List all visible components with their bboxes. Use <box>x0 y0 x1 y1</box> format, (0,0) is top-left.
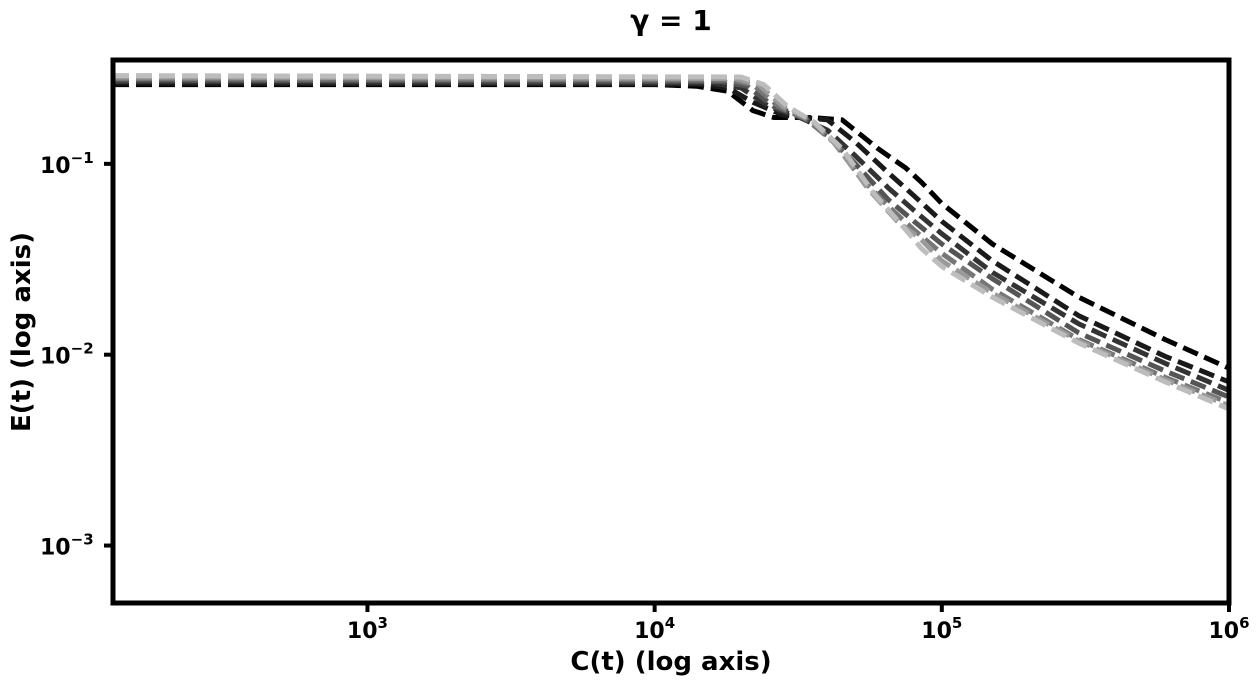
series-line-2 <box>113 80 1229 385</box>
series-layer <box>113 73 1229 412</box>
x-axis-label: C(t) (log axis) <box>570 647 771 677</box>
x-axis-ticks: 103 104 105 106 <box>347 603 1250 644</box>
y-tick-label: 10−2 <box>40 340 94 370</box>
series-line-7 <box>113 73 1229 412</box>
x-tick-label: 103 <box>347 614 388 644</box>
x-tick-label: 104 <box>634 614 675 644</box>
series-line-6 <box>113 74 1229 409</box>
y-axis-label: E(t) (log axis) <box>7 232 37 432</box>
series-line-5 <box>113 76 1229 406</box>
chart-title: γ = 1 <box>630 4 712 37</box>
x-tick-label: 106 <box>1208 614 1249 644</box>
y-axis-ticks: 10−1 10−2 10−3 <box>40 149 113 561</box>
plot-frame <box>110 57 1232 606</box>
series-line-4 <box>113 77 1229 400</box>
series-line-3 <box>113 79 1229 393</box>
x-tick-label: 105 <box>921 614 962 644</box>
y-tick-label: 10−3 <box>40 531 94 561</box>
y-tick-label: 10−1 <box>40 149 94 179</box>
series-line-1 <box>113 82 1229 371</box>
